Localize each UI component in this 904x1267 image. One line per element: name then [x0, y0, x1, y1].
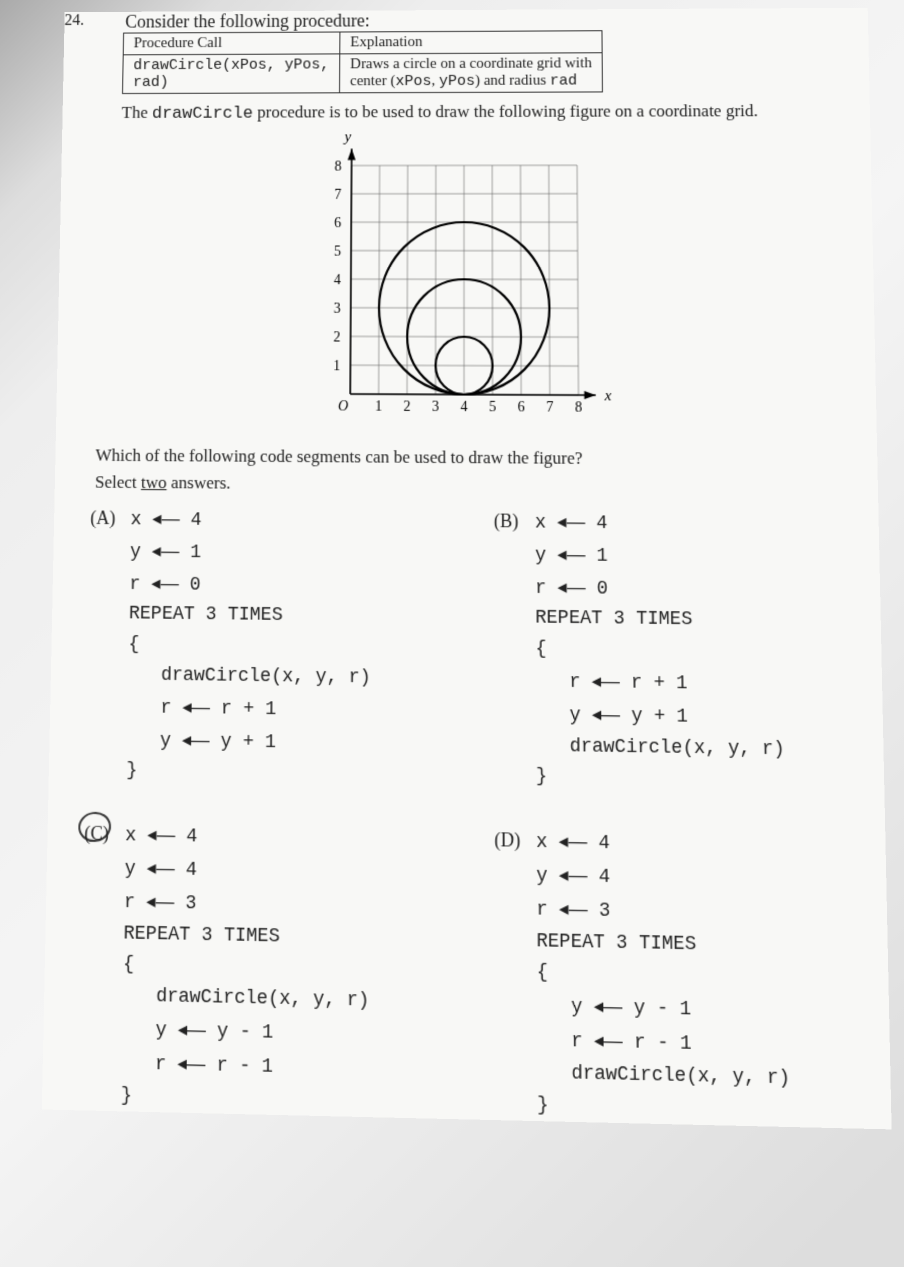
svg-text:8: 8: [575, 400, 582, 416]
select-instruction: Select two answers.: [95, 472, 878, 498]
option-d: (D) x ◂— 4 y ◂— 4 r ◂— 3 REPEAT 3 TIMES …: [498, 825, 891, 1130]
svg-text:2: 2: [403, 399, 410, 415]
coordinate-graph: 1 2 3 4 5 6 7 8 1 2 3 4 5 6 7 8 Ox y: [289, 129, 636, 437]
svg-text:y: y: [342, 130, 351, 146]
svg-text:1: 1: [375, 399, 382, 415]
procedure-table: Procedure Call Explanation drawCircle(xP…: [122, 30, 603, 94]
graph-container: 1 2 3 4 5 6 7 8 1 2 3 4 5 6 7 8 Ox y: [56, 128, 877, 444]
svg-text:2: 2: [333, 330, 340, 346]
svg-text:7: 7: [334, 188, 341, 203]
options-grid: (A) x ◂— 4 y ◂— 1 r ◂— 0 REPEAT 3 TIMES …: [83, 503, 891, 1130]
svg-text:4: 4: [460, 400, 467, 416]
svg-text:5: 5: [489, 400, 496, 416]
sub-question: Which of the following code segments can…: [95, 445, 877, 471]
after-table-text: The drawCircle procedure is to be used t…: [121, 100, 870, 126]
option-c-label: (C): [84, 818, 109, 849]
svg-text:x: x: [604, 388, 612, 405]
question-stem: Consider the following procedure:: [125, 11, 370, 32]
option-b-code: x ◂— 4 y ◂— 1 r ◂— 0 REPEAT 3 TIMES { r …: [535, 507, 885, 799]
svg-text:4: 4: [334, 273, 341, 288]
svg-text:3: 3: [432, 400, 439, 416]
option-a: (A) x ◂— 4 y ◂— 1 r ◂— 0 REPEAT 3 TIMES …: [89, 503, 467, 792]
question-number: 24.: [64, 12, 84, 30]
option-a-label: (A): [90, 503, 116, 533]
table-header-expl: Explanation: [340, 31, 603, 54]
option-c-code: x ◂— 4 y ◂— 4 r ◂— 3 REPEAT 3 TIMES { dr…: [121, 819, 468, 1120]
option-d-label: (D): [494, 825, 520, 857]
table-call-cell: drawCircle(xPos, yPos, rad): [123, 54, 340, 94]
svg-text:6: 6: [518, 400, 525, 416]
svg-text:O: O: [338, 399, 348, 415]
option-c: (C) x ◂— 4 y ◂— 4 r ◂— 3 REPEAT 3 TIMES …: [83, 819, 467, 1120]
svg-text:8: 8: [335, 160, 342, 175]
svg-text:7: 7: [546, 400, 553, 416]
svg-text:3: 3: [334, 302, 341, 317]
option-a-code: x ◂— 4 y ◂— 1 r ◂— 0 REPEAT 3 TIMES { dr…: [126, 504, 467, 793]
option-d-code: x ◂— 4 y ◂— 4 r ◂— 3 REPEAT 3 TIMES { y …: [536, 826, 892, 1130]
svg-text:5: 5: [334, 244, 341, 259]
svg-text:1: 1: [333, 359, 340, 375]
table-header-call: Procedure Call: [123, 32, 340, 55]
table-expl-cell: Draws a circle on a coordinate grid with…: [340, 53, 603, 93]
worksheet-page: 24. Consider the following procedure: Pr…: [42, 8, 892, 1130]
question-header: 24. Consider the following procedure:: [64, 8, 868, 33]
option-b-label: (B): [494, 506, 519, 536]
option-b: (B) x ◂— 4 y ◂— 1 r ◂— 0 REPEAT 3 TIMES …: [498, 506, 885, 798]
svg-text:6: 6: [334, 216, 341, 231]
